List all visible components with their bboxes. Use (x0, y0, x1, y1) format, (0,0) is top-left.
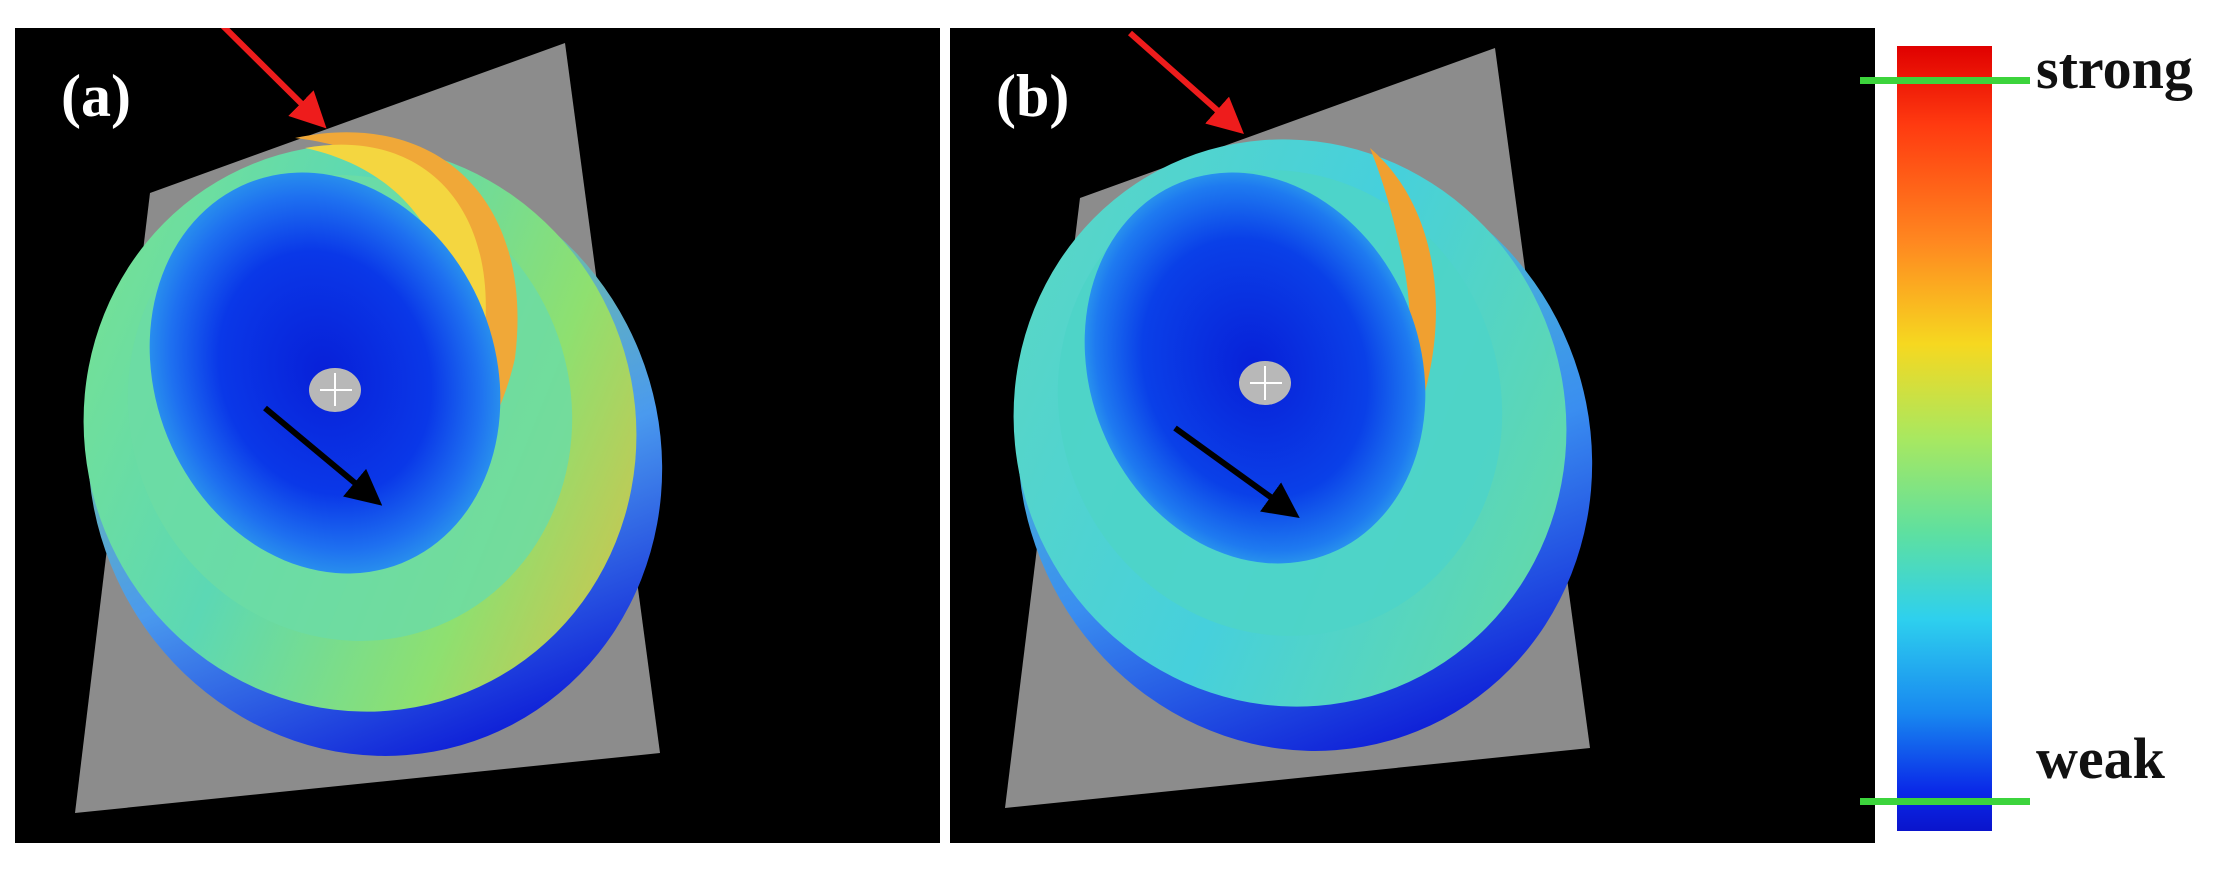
panel-b-render (1005, 30, 1593, 808)
black-arrow (263, 405, 383, 506)
panel-label: (a) (61, 63, 131, 129)
weak-marker-line (1860, 798, 2030, 805)
colorbar-legend: strong weak (1860, 40, 2231, 840)
colorbar-gradient (1897, 46, 1992, 831)
red-arrow (220, 28, 327, 129)
black-arrow (1173, 425, 1300, 519)
red-arrow (1128, 30, 1244, 134)
panel-b: (b) (950, 28, 1875, 843)
weak-label: weak (2036, 726, 2165, 791)
strong-marker-line (1860, 77, 2030, 84)
panel-a: (a) (15, 28, 940, 843)
strong-label: strong (2036, 36, 2193, 101)
panel-label: (b) (996, 63, 1070, 129)
panel-a-render (75, 28, 663, 813)
